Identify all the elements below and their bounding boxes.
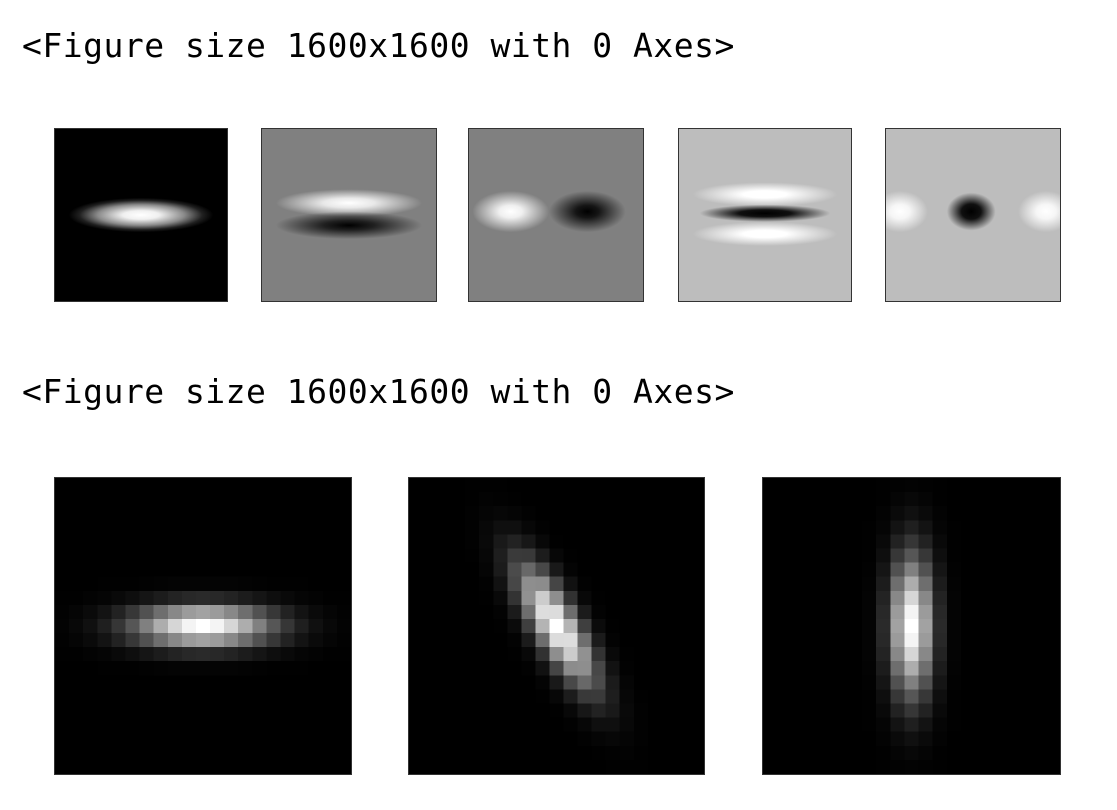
panel-gaussian-second-derivative-y (678, 128, 852, 302)
panel-anisotropic-gaussian-90deg (762, 477, 1061, 775)
gaussian-blob (55, 129, 227, 301)
panel-anisotropic-gaussian-0deg (54, 477, 352, 775)
figure-repr-text-1: <Figure size 1600x1600 with 0 Axes> (22, 26, 735, 65)
pixel-gaussian-image (55, 478, 351, 774)
panel-gaussian-zero-order (54, 128, 228, 302)
negative-lobe (469, 129, 643, 301)
panel-anisotropic-gaussian-60deg (408, 477, 705, 775)
panel-gaussian-first-derivative-x (468, 128, 644, 302)
panel-gaussian-first-derivative-y (261, 128, 437, 302)
center-lobe (679, 129, 851, 301)
panel-gaussian-second-derivative-x (885, 128, 1061, 302)
pixel-gaussian-image (763, 478, 1060, 774)
negative-lobe (262, 129, 436, 301)
center-lobe (886, 129, 1060, 301)
figure-repr-text-2: <Figure size 1600x1600 with 0 Axes> (22, 372, 735, 411)
pixel-gaussian-image (409, 478, 704, 774)
